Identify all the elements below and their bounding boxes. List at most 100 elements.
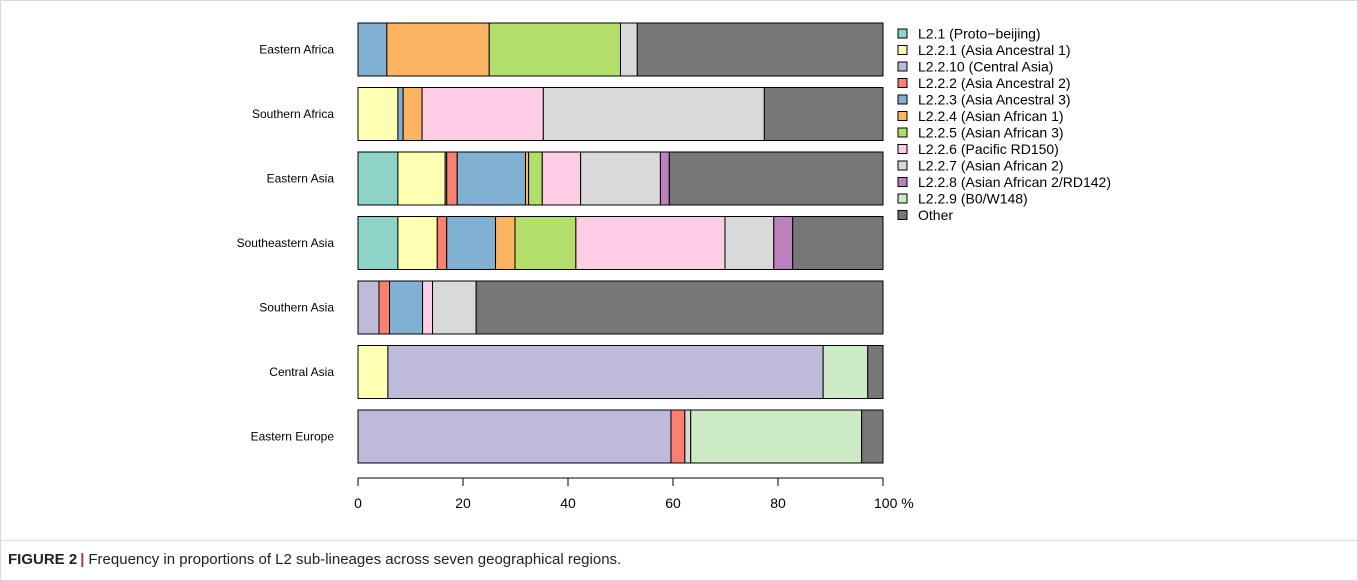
- bar-segment-eastern-asia-l2-2-7-asian-african-2: [580, 151, 661, 206]
- legend-label: L2.2.2 (Asia Ancestral 2): [918, 75, 1071, 91]
- legend-item-l2-2-2-asia-ancestral-2: L2.2.2 (Asia Ancestral 2): [897, 75, 1071, 91]
- caption-separator: |: [80, 551, 85, 568]
- figure-caption: FIGURE 2 | Frequency in proportions of L2 …: [8, 551, 621, 568]
- legend-swatch: [897, 177, 908, 187]
- caption-divider: [0, 540, 1358, 541]
- bar-segment-eastern-asia-l2-2-3-asia-ancestral-3: [456, 151, 526, 206]
- bar-segment-eastern-asia-l2-2-2-asia-ancestral-2: [446, 151, 458, 206]
- legend-item-l2-2-3-asia-ancestral-3: L2.2.3 (Asia Ancestral 3): [897, 92, 1071, 108]
- legend-item-l2-2-7-asian-african-2: L2.2.7 (Asian African 2): [897, 158, 1064, 174]
- bar-segment-eastern-africa-other: [636, 22, 884, 77]
- legend: L2.1 (Proto−beijing)L2.2.1 (Asia Ancestr…: [897, 26, 1111, 223]
- legend-swatch: [897, 127, 908, 138]
- bar-segment-southern-africa-l2-2-1-asia-ancestral-1: [357, 87, 399, 141]
- bar-segment-eastern-asia-l2-1-proto-beijing: [357, 151, 399, 206]
- legend-swatch: [897, 111, 908, 121]
- bar-segment-eastern-europe-l2-2-2-asia-ancestral-2: [670, 409, 686, 464]
- legend-label: L2.2.1 (Asia Ancestral 1): [918, 42, 1071, 58]
- bar-segment-southern-asia-l2-2-6-pacific-rd150: [422, 280, 434, 335]
- legend-swatch: [897, 210, 908, 220]
- bar-segment-southern-asia-l2-2-3-asia-ancestral-3: [389, 280, 424, 335]
- legend-label: L2.2.9 (B0/W148): [918, 191, 1028, 207]
- bar-segment-southern-africa-l2-2-6-pacific-rd150: [421, 87, 544, 141]
- category-label-southern-africa: Southern Africa: [252, 107, 334, 121]
- legend-item-l2-2-1-asia-ancestral-1: L2.2.1 (Asia Ancestral 1): [897, 42, 1071, 58]
- legend-item-l2-2-8-asian-african-2-rd142: L2.2.8 (Asian African 2/RD142): [897, 174, 1111, 190]
- legend-label: L2.2.4 (Asian African 1): [918, 108, 1064, 124]
- bar-segment-southeastern-asia-l2-2-2-asia-ancestral-2: [436, 216, 448, 270]
- bar-segment-eastern-asia-l2-2-8-asian-african-2-rd142: [659, 151, 670, 206]
- legend-swatch: [897, 160, 908, 171]
- stacked-bar-chart: Eastern Africa Southern Africa Eastern Asi…: [237, 22, 1111, 511]
- legend-label: L2.2.5 (Asian African 3): [918, 125, 1064, 141]
- legend-label: L2.2.8 (Asian African 2/RD142): [918, 174, 1111, 190]
- category-labels: Eastern Africa Southern Africa Eastern Asi…: [237, 43, 335, 444]
- bar-segment-central-asia-other: [867, 345, 884, 399]
- legend-swatch: [897, 28, 908, 39]
- category-label-southern-asia: Southern Asia: [259, 301, 334, 315]
- bar-segment-eastern-europe-l2-2-9-b0-w148: [690, 409, 863, 464]
- bar-segment-southeastern-asia-l2-2-1-asia-ancestral-1: [397, 216, 438, 270]
- bar-segment-southern-asia-l2-2-10-central-asia: [357, 280, 380, 335]
- legend-label: L2.2.6 (Pacific RD150): [918, 141, 1059, 157]
- legend-swatch: [897, 45, 908, 55]
- bar-segment-eastern-europe-other: [861, 409, 884, 464]
- bar-segment-southern-asia-l2-2-7-asian-african-2: [432, 280, 477, 335]
- bar-segment-southern-africa-l2-2-7-asian-african-2: [542, 87, 765, 141]
- bar-segment-southern-asia-other: [475, 280, 884, 335]
- bar-segment-eastern-africa-l2-2-3-asia-ancestral-3: [357, 22, 388, 77]
- bar-segment-central-asia-l2-2-9-b0-w148: [822, 345, 869, 399]
- bar-segment-southern-africa-l2-2-4-asian-african-1: [402, 87, 423, 141]
- x-axis: 0 20 40 60 80 100 %: [354, 477, 914, 511]
- x-tick-label: 0: [354, 495, 362, 511]
- bar-segment-southeastern-asia-l2-2-3-asia-ancestral-3: [446, 216, 497, 270]
- bar-segment-eastern-asia-l2-2-6-pacific-rd150: [541, 151, 582, 206]
- bars-layer: [357, 22, 884, 464]
- category-label-eastern-asia: Eastern Asia: [267, 172, 335, 186]
- bar-segment-southeastern-asia-l2-2-7-asian-african-2: [724, 216, 775, 270]
- bar-segment-eastern-africa-l2-2-7-asian-african-2: [620, 22, 638, 77]
- legend-label: L2.2.10 (Central Asia): [918, 59, 1053, 75]
- legend-label: Other: [918, 207, 953, 223]
- bar-segment-eastern-asia-l2-2-1-asia-ancestral-1: [397, 151, 446, 206]
- caption-label: FIGURE 2: [8, 551, 78, 568]
- legend-swatch: [897, 61, 908, 72]
- bar-segment-central-asia-l2-2-10-central-asia: [387, 345, 824, 399]
- category-label-central-asia: Central Asia: [269, 365, 334, 379]
- legend-item-l2-2-6-pacific-rd150: L2.2.6 (Pacific RD150): [897, 141, 1059, 157]
- bar-segment-eastern-europe-l2-2-10-central-asia: [357, 409, 672, 464]
- bar-segment-central-asia-l2-2-1-asia-ancestral-1: [357, 345, 389, 399]
- bar-segment-eastern-africa-l2-2-5-asian-african-3: [488, 22, 621, 77]
- legend-item-l2-1-proto-beijing: L2.1 (Proto−beijing): [897, 26, 1041, 42]
- bar-segment-southeastern-asia-l2-2-5-asian-african-3: [514, 216, 577, 270]
- legend-label: L2.2.3 (Asia Ancestral 3): [918, 92, 1071, 108]
- bar-segment-eastern-europe-l2-2-7-asian-african-2: [684, 409, 692, 464]
- legend-swatch: [897, 78, 908, 88]
- category-label-eastern-africa: Eastern Africa: [259, 43, 334, 57]
- x-tick-label: 100 %: [874, 495, 914, 511]
- bar-segment-southern-asia-l2-2-2-asia-ancestral-2: [378, 280, 390, 335]
- bar-segment-southern-africa-l2-2-3-asia-ancestral-3: [397, 87, 404, 141]
- bar-segment-eastern-asia-other: [668, 151, 884, 206]
- legend-item-l2-2-4-asian-african-1: L2.2.4 (Asian African 1): [897, 108, 1064, 124]
- x-tick-label: 60: [665, 495, 681, 511]
- legend-item-l2-2-5-asian-african-3: L2.2.5 (Asian African 3): [897, 125, 1064, 141]
- bar-segment-eastern-asia-l2-2-5-asian-african-3: [528, 151, 543, 206]
- legend-swatch: [897, 144, 908, 154]
- bar-segment-southeastern-asia-l2-2-6-pacific-rd150: [575, 216, 726, 270]
- legend-item-other: Other: [897, 207, 953, 223]
- legend-item-l2-2-10-central-asia: L2.2.10 (Central Asia): [897, 59, 1053, 75]
- legend-item-l2-2-9-b0-w148: L2.2.9 (B0/W148): [897, 191, 1028, 207]
- legend-swatch: [897, 94, 908, 105]
- bar-segment-southeastern-asia-l2-1-proto-beijing: [357, 216, 399, 270]
- legend-label: L2.1 (Proto−beijing): [918, 26, 1041, 42]
- bar-segment-southeastern-asia-other: [792, 216, 884, 270]
- x-tick-label: 80: [770, 495, 786, 511]
- caption-text: Frequency in proportions of L2 sub-linea…: [88, 551, 622, 568]
- legend-swatch: [897, 193, 908, 204]
- bar-segment-southeastern-asia-l2-2-4-asian-african-1: [495, 216, 516, 270]
- legend-label: L2.2.7 (Asian African 2): [918, 158, 1064, 174]
- bar-segment-eastern-africa-l2-2-4-asian-african-1: [386, 22, 490, 77]
- category-label-eastern-europe: Eastern Europe: [251, 430, 335, 444]
- x-tick-label: 20: [455, 495, 471, 511]
